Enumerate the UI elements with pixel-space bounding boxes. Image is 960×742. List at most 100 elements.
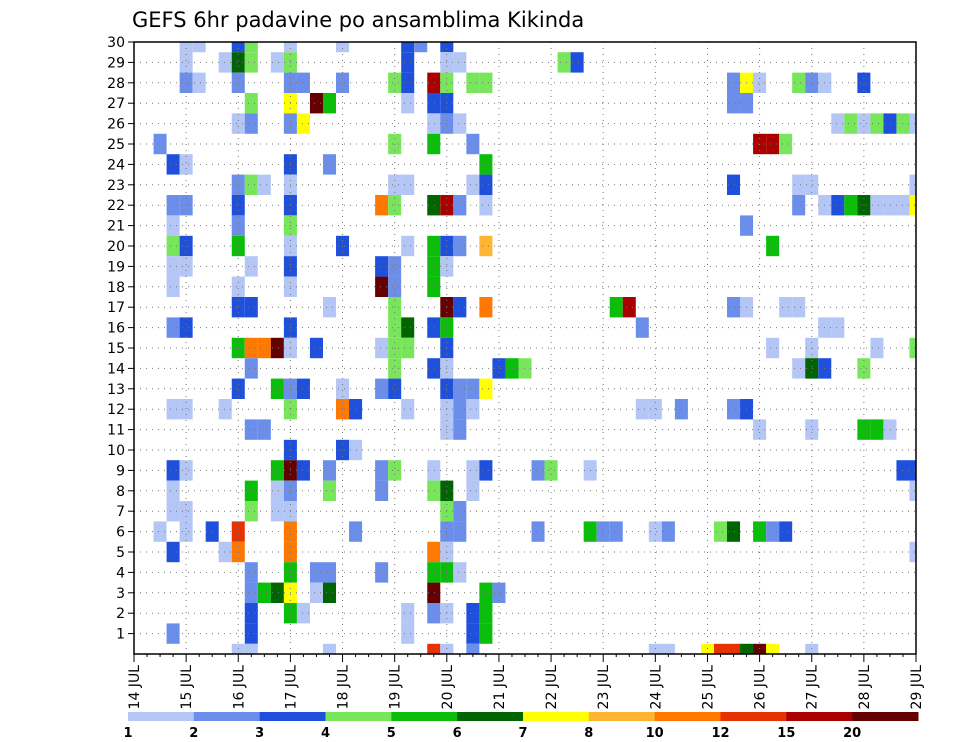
y-tick-label: 25	[107, 137, 125, 153]
heatmap-cell	[609, 521, 623, 542]
heatmap-cell	[648, 399, 662, 420]
heatmap-cell	[909, 541, 916, 563]
heatmap-cell	[909, 113, 916, 134]
heatmap-cell	[296, 460, 310, 481]
heatmap-cell	[388, 256, 402, 277]
heatmap-cell	[166, 195, 180, 216]
heatmap-cell	[322, 562, 337, 583]
heatmap-cell	[844, 195, 858, 216]
y-tick-label: 3	[116, 586, 125, 602]
color-bar-segment	[457, 712, 524, 721]
color-bar-label: 4	[321, 726, 330, 741]
heatmap-cell	[909, 195, 916, 216]
heatmap-cell	[909, 480, 916, 501]
heatmap-cell	[322, 480, 337, 501]
color-bar-segment	[193, 712, 261, 721]
x-tick-label: 15 JUL	[179, 665, 195, 710]
heatmap-cell	[153, 521, 167, 542]
heatmap-cell	[466, 133, 480, 155]
heatmap-cell	[779, 521, 793, 542]
heatmap-cell	[792, 297, 806, 318]
heatmap-cells	[153, 42, 916, 654]
color-bar-segment	[786, 712, 853, 721]
color-bar-segment	[720, 712, 787, 721]
y-tick-label: 13	[107, 382, 125, 398]
heatmap-cell	[805, 174, 819, 195]
heatmap-cell	[466, 643, 480, 654]
y-tick-label: 20	[107, 239, 125, 255]
heatmap-cell	[244, 603, 258, 624]
heatmap-cell	[401, 337, 415, 359]
color-bar-segment	[325, 712, 392, 721]
y-tick-label: 21	[107, 219, 125, 235]
grid-lines	[134, 42, 916, 654]
color-bar-segment	[259, 712, 326, 721]
heatmap-cell	[727, 174, 741, 195]
heatmap-cell	[231, 297, 245, 318]
heatmap-cell	[753, 72, 767, 93]
heatmap-cell	[166, 480, 180, 501]
heatmap-cell	[218, 399, 232, 420]
color-bar-segment	[391, 712, 458, 721]
color-bar-label: 2	[189, 726, 198, 741]
heatmap-cell	[427, 358, 441, 379]
heatmap-cell	[427, 541, 441, 563]
heatmap-cell	[427, 133, 441, 155]
x-tick-label: 21 JUL	[492, 665, 508, 710]
heatmap-cell	[375, 562, 389, 583]
heatmap-cell	[531, 521, 545, 542]
heatmap-cell	[244, 419, 258, 440]
heatmap-cell	[179, 256, 193, 277]
heatmap-cell	[870, 337, 884, 359]
heatmap-cell	[883, 113, 897, 134]
heatmap-cell	[231, 215, 245, 236]
heatmap-cell	[166, 501, 180, 522]
heatmap-cell	[388, 297, 402, 318]
x-tick-label: 24 JUL	[648, 665, 664, 710]
heatmap-cell	[466, 460, 480, 481]
heatmap-cell	[909, 174, 916, 195]
heatmap-cell	[401, 72, 415, 93]
heatmap-cell	[179, 195, 193, 216]
heatmap-cell	[857, 72, 871, 93]
x-tick-label: 18 JUL	[336, 665, 352, 710]
heatmap-cell	[166, 317, 180, 338]
heatmap-cell	[753, 521, 767, 542]
heatmap-cell	[375, 480, 389, 501]
color-bar-label: 7	[518, 726, 527, 741]
heatmap-cell	[427, 643, 441, 654]
heatmap-cell	[401, 52, 415, 73]
heatmap-cell	[427, 195, 441, 216]
heatmap-cell	[270, 480, 284, 501]
heatmap-cell	[844, 113, 858, 134]
x-tick-label: 25 JUL	[700, 665, 716, 710]
heatmap-cell	[831, 113, 845, 134]
heatmap-cell	[479, 460, 493, 481]
heatmap-cell	[166, 215, 180, 236]
y-tick-label: 1	[116, 627, 125, 643]
heatmap-cell	[557, 52, 571, 73]
heatmap-cell	[244, 297, 258, 318]
y-tick-label: 28	[107, 76, 125, 92]
heatmap-cell	[570, 52, 584, 73]
heatmap-cell	[792, 72, 806, 93]
heatmap-cell	[231, 195, 245, 216]
heatmap-cell	[296, 72, 310, 93]
heatmap-cell	[257, 582, 271, 603]
heatmap-cell	[466, 72, 480, 93]
x-tick-label: 29 JUL	[909, 665, 925, 710]
heatmap-cell	[479, 195, 493, 216]
heatmap-cell	[870, 419, 884, 440]
heatmap-cell	[453, 399, 467, 420]
y-tick-label: 9	[116, 463, 125, 479]
heatmap-cell	[453, 195, 467, 216]
heatmap-cell	[857, 195, 871, 216]
color-bar-segment	[523, 712, 590, 721]
heatmap-cell	[166, 256, 180, 277]
x-tick-label: 19 JUL	[388, 665, 404, 710]
color-bar-label: 6	[453, 726, 462, 741]
heatmap-cell	[296, 603, 310, 624]
heatmap-cell	[805, 358, 819, 379]
heatmap-cell	[479, 174, 493, 195]
heatmap-cell	[270, 52, 284, 73]
